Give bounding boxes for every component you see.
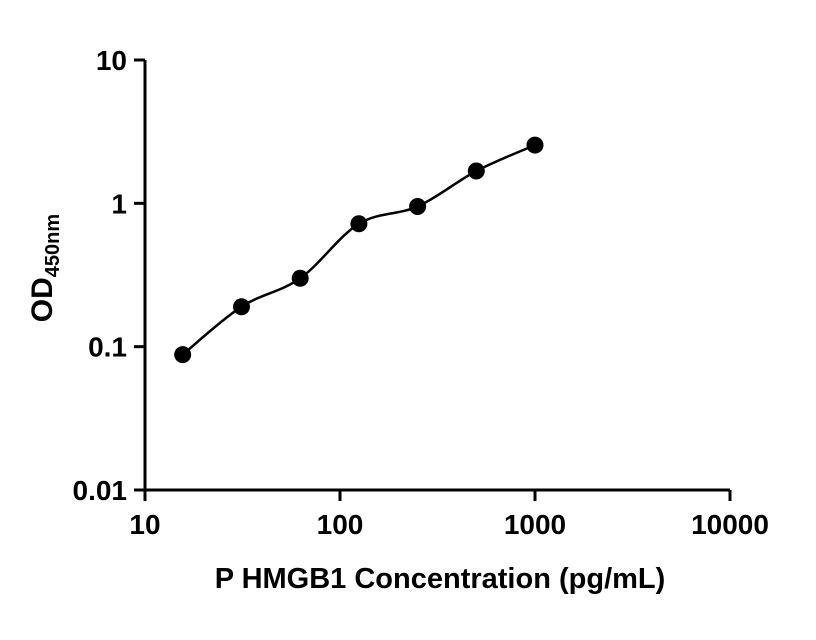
y-axis: 0.01 0.1 1 10 [73,45,147,506]
data-points [174,136,544,364]
x-axis: 10 100 1000 10000 [129,488,769,540]
y-tick-label: 1 [111,188,127,219]
data-point-marker [232,298,250,316]
data-point-marker [174,346,192,364]
y-tick-label: 10 [96,45,127,76]
y-axis-title-subscript: 450nm [42,214,64,277]
data-point-marker [409,198,427,216]
y-tick-label: 0.01 [73,475,128,506]
y-axis-title-main: OD [26,277,59,322]
x-axis-title: P HMGB1 Concentration (pg/mL) [215,563,666,595]
data-point-marker [291,269,309,287]
data-point-marker [350,215,368,233]
data-point-marker [526,136,544,154]
y-tick-label: 0.1 [88,332,127,363]
x-tick-label: 10 [129,509,160,540]
y-axis-title: OD450nm [26,214,64,322]
x-tick-label: 100 [317,509,364,540]
data-point-marker [467,162,485,180]
x-tick-label: 1000 [504,509,566,540]
x-tick-label: 10000 [691,509,769,540]
